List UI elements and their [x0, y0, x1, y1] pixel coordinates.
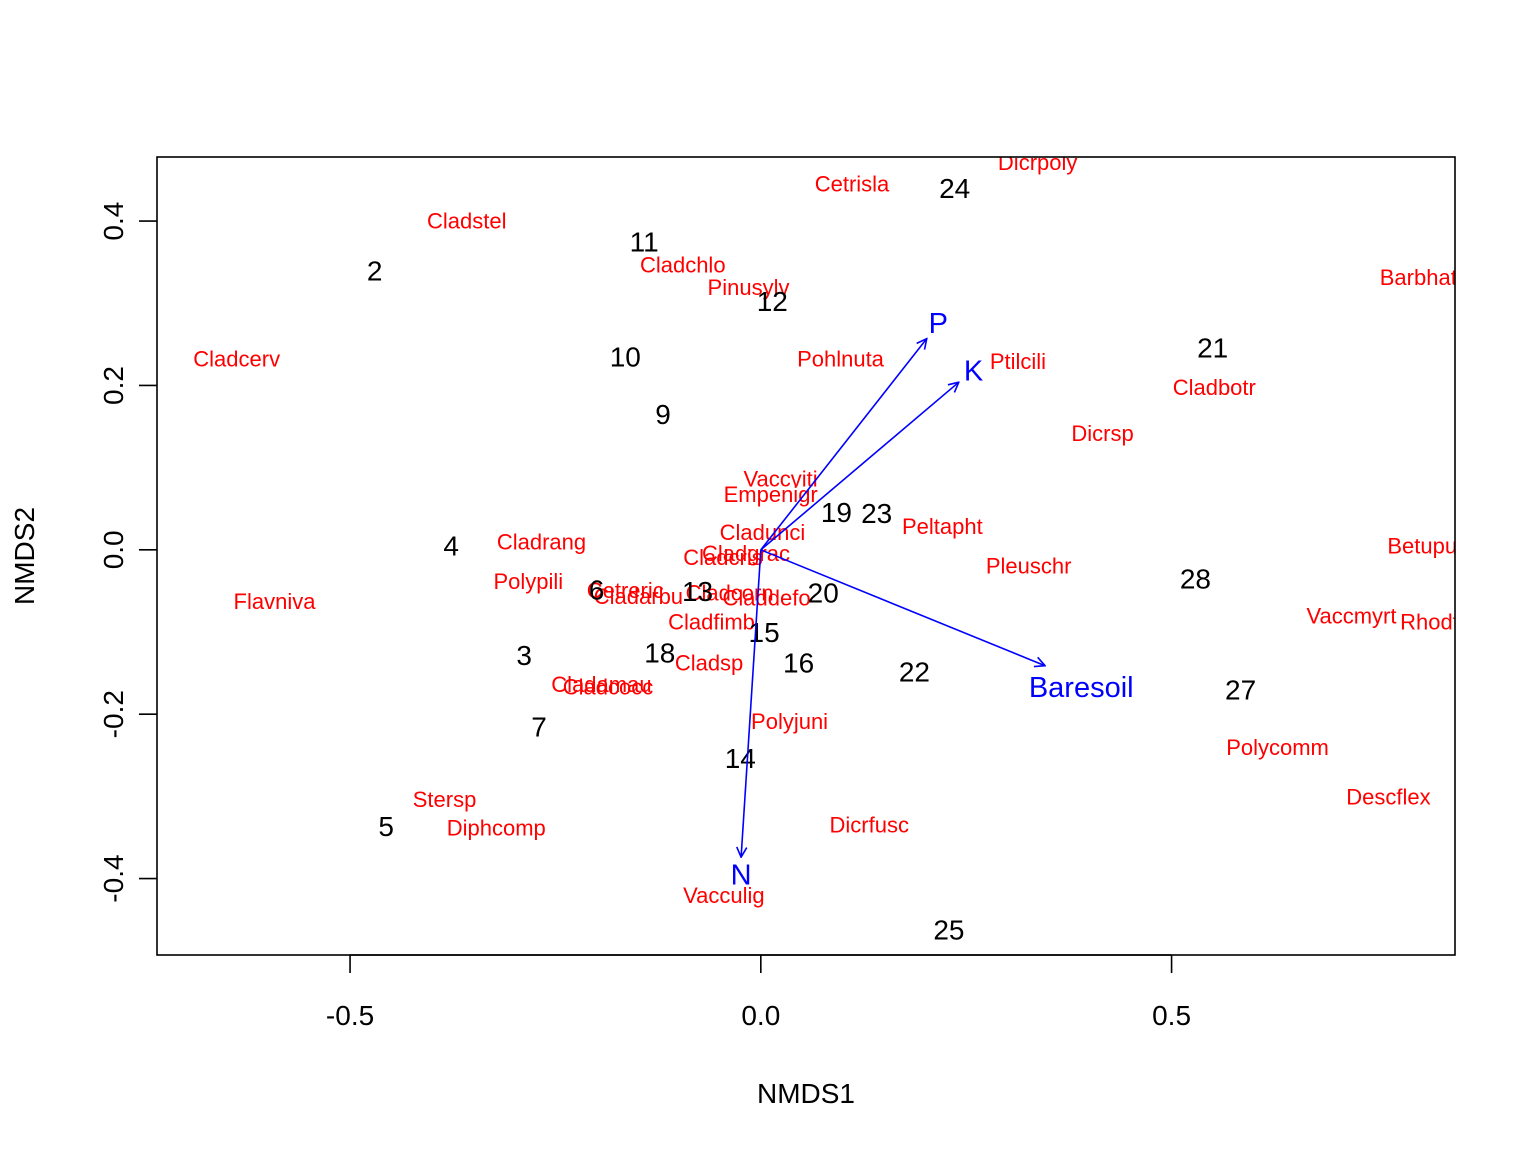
species-label: Cladgrac	[702, 541, 790, 566]
site-label: 18	[644, 638, 675, 669]
species-label: Barbhatc	[1380, 265, 1468, 290]
species-label: Flavniva	[234, 589, 317, 614]
site-label: 7	[531, 712, 547, 743]
site-label: 11	[630, 227, 659, 258]
vector-label: N	[731, 859, 752, 891]
species-label: Cladbotr	[1173, 375, 1256, 400]
species-label: Claddefo	[723, 586, 811, 611]
species-label: Cetreric	[587, 578, 664, 603]
species-label: Empenigr	[724, 482, 818, 507]
vector-label: K	[964, 356, 984, 388]
vector-arrow	[760, 549, 1045, 666]
species-label: Cladcerv	[193, 346, 280, 371]
plot-area: Dicrpoly Cetrisla Cladstel CladchloPinusylv…	[193, 150, 1502, 946]
species-label: Ptilcili	[990, 349, 1046, 374]
site-label: 3	[516, 640, 532, 671]
x-axis-title: NMDS1	[757, 1078, 855, 1109]
species-label: Polycomm	[1226, 735, 1329, 760]
site-label: 21	[1197, 333, 1228, 364]
site-label: 10	[610, 342, 641, 373]
site-label: 27	[1225, 675, 1256, 706]
species-label: Cladchlo	[640, 253, 726, 278]
species-label: Cladamau	[551, 672, 651, 697]
y-tick-label: 0.4	[98, 202, 129, 241]
environmental-vectors: PK Baresoil N	[731, 308, 1134, 891]
x-axis: -0.5 0.0 0.5	[326, 954, 1191, 1031]
species-label: Dicrfusc	[830, 812, 909, 837]
y-tick-label: 0.2	[98, 366, 129, 405]
species-label: Dicrpoly	[998, 150, 1077, 175]
species-label: Peltapht	[902, 514, 983, 539]
y-tick-label: -0.2	[98, 690, 129, 738]
species-label: Cladstel	[427, 208, 506, 233]
site-label: 22	[899, 656, 930, 687]
species-label: Vacculig	[683, 883, 765, 908]
vector-arrow	[760, 382, 959, 551]
species-label: Stersp	[413, 787, 477, 812]
species-label: Cladcris	[683, 545, 762, 570]
species-label: Vaccmyrt	[1306, 604, 1396, 629]
vector-label: P	[929, 308, 948, 340]
site-label: 16	[783, 647, 814, 678]
plot-frame	[156, 156, 1456, 956]
site-label: 2	[367, 255, 383, 286]
species-label: Polypili	[493, 569, 563, 594]
species-label: Polyjuni	[751, 709, 828, 734]
x-tick-label: 0.5	[1152, 1000, 1191, 1031]
species-label: Dicrsp	[1071, 421, 1133, 446]
site-label: 14	[725, 743, 756, 774]
y-tick-label: 0.0	[98, 530, 129, 569]
site-label: 24	[939, 173, 970, 204]
species-label: Descflex	[1346, 784, 1430, 809]
x-tick-label: 0.0	[741, 1000, 780, 1031]
site-label: 5	[378, 811, 394, 842]
site-label: 6	[589, 574, 605, 605]
site-label: 28	[1180, 564, 1211, 595]
vector-label: Baresoil	[1029, 672, 1134, 704]
species-label: Betupube	[1387, 534, 1481, 559]
site-label: 13	[682, 576, 713, 607]
site-label: 15	[749, 617, 780, 648]
species-label: Cetrisla	[815, 171, 890, 196]
species-label: Pinusylv	[708, 275, 790, 300]
species-scores: Dicrpoly Cetrisla Cladstel CladchloPinusylv…	[193, 150, 1502, 908]
y-tick-label: -0.4	[98, 854, 129, 902]
site-label: 23	[861, 498, 892, 529]
site-label: 25	[933, 915, 964, 946]
site-scores: 2 11 24 12 10 21 9 19 23 4 28 6 13 20 15 3 18 16 22 27 7 14 5 2…	[367, 173, 1256, 945]
species-label: Cladcocc	[563, 674, 653, 699]
x-tick-label: -0.5	[326, 1000, 374, 1031]
y-axis: -0.4 -0.2 0.0 0.2 0.4	[98, 202, 157, 903]
y-axis-title: NMDS2	[9, 507, 40, 605]
species-label: Pleuschr	[986, 553, 1072, 578]
vector-arrow	[760, 339, 927, 551]
species-label: Diphcomp	[447, 816, 546, 841]
site-label: 19	[821, 497, 852, 528]
species-label: Cladfimb	[668, 609, 755, 634]
site-label: 4	[443, 531, 459, 562]
species-label: Cladsp	[675, 650, 743, 675]
species-label: Cladarbu	[594, 584, 683, 609]
site-label: 9	[655, 399, 671, 430]
species-label: Vaccviti	[743, 466, 817, 491]
species-label: Pohlnuta	[797, 346, 885, 371]
site-label: 20	[808, 578, 839, 609]
vector-arrow	[741, 549, 762, 857]
species-label: Cladrang	[497, 530, 586, 555]
site-label: 12	[757, 286, 788, 317]
species-label: Rhodtome	[1400, 609, 1502, 634]
